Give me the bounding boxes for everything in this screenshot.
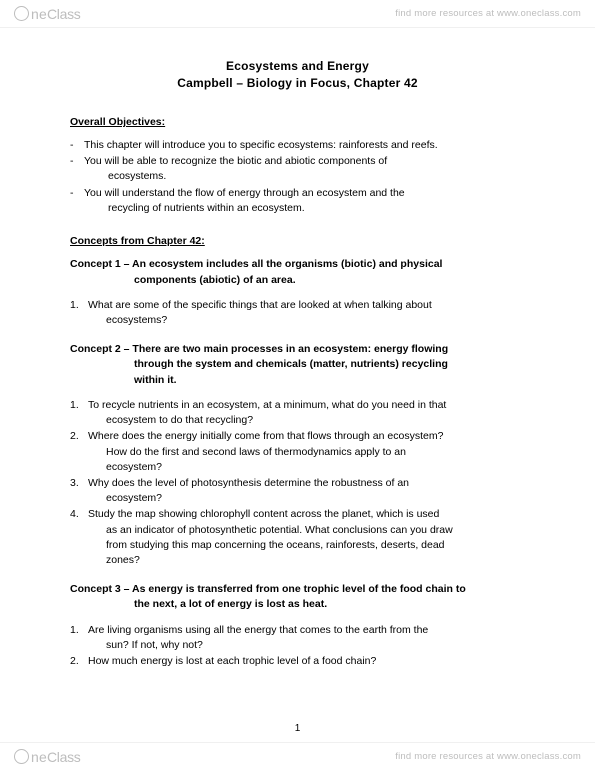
title-block: Ecosystems and Energy Campbell – Biology…: [70, 58, 525, 93]
objective-item: - You will be able to recognize the biot…: [70, 154, 525, 184]
brand-circle-icon: [14, 6, 29, 21]
question-text-cont: as an indicator of photosynthetic potent…: [88, 523, 525, 538]
brand-text-one: ne: [31, 749, 47, 765]
brand-logo-footer: ne Class: [14, 749, 81, 765]
question-text-cont2: ecosystem?: [88, 460, 525, 475]
objective-text-cont: recycling of nutrients within an ecosyst…: [84, 201, 525, 216]
brand-text-class: Class: [47, 749, 81, 765]
concept-2-line3: within it.: [70, 373, 525, 388]
question-item: 4. Study the map showing chlorophyll con…: [70, 507, 525, 568]
question-number: 1.: [70, 398, 88, 428]
question-text-cont: ecosystems?: [88, 313, 525, 328]
question-text: Are living organisms using all the energ…: [88, 624, 428, 636]
question-item: 2. Where does the energy initially come …: [70, 429, 525, 475]
footer-bar: ne Class find more resources at www.onec…: [0, 742, 595, 770]
concept-2-line2: through the system and chemicals (matter…: [70, 357, 525, 372]
question-text-cont: How do the first and second laws of ther…: [88, 445, 525, 460]
objectives-heading: Overall Objectives:: [70, 115, 525, 130]
brand-text-one: ne: [31, 6, 47, 22]
question-number: 1.: [70, 623, 88, 653]
question-text-cont: ecosystem?: [88, 491, 525, 506]
title-line-2: Campbell – Biology in Focus, Chapter 42: [70, 75, 525, 92]
document-body: Ecosystems and Energy Campbell – Biology…: [70, 58, 525, 683]
concept-1-title: Concept 1 – An ecosystem includes all th…: [70, 257, 525, 287]
concept-1-line1: Concept 1 – An ecosystem includes all th…: [70, 258, 442, 270]
objective-text-cont: ecosystems.: [84, 169, 525, 184]
question-item: 2. How much energy is lost at each troph…: [70, 654, 525, 669]
page-number: 1: [0, 723, 595, 734]
question-text: To recycle nutrients in an ecosystem, at…: [88, 399, 446, 411]
objective-text: You will be able to recognize the biotic…: [84, 155, 387, 167]
question-item: 3. Why does the level of photosynthesis …: [70, 476, 525, 506]
objective-text: You will understand the flow of energy t…: [84, 187, 405, 199]
concepts-heading: Concepts from Chapter 42:: [70, 234, 525, 249]
brand-text-class: Class: [47, 6, 81, 22]
question-number: 2.: [70, 429, 88, 475]
question-text: What are some of the specific things tha…: [88, 299, 432, 311]
dash-icon: -: [70, 186, 84, 216]
dash-icon: -: [70, 154, 84, 184]
concept-2-line1: Concept 2 – There are two main processes…: [70, 343, 448, 355]
concept-1-questions: 1. What are some of the specific things …: [70, 298, 525, 328]
question-number: 3.: [70, 476, 88, 506]
question-text-cont2: from studying this map concerning the oc…: [88, 538, 525, 553]
question-text-cont3: zones?: [88, 553, 525, 568]
question-text: How much energy is lost at each trophic …: [88, 655, 376, 667]
objective-text: This chapter will introduce you to speci…: [84, 139, 438, 151]
question-text: Where does the energy initially come fro…: [88, 430, 443, 442]
question-item: 1. Are living organisms using all the en…: [70, 623, 525, 653]
concept-2-questions: 1. To recycle nutrients in an ecosystem,…: [70, 398, 525, 568]
question-text-cont: sun? If not, why not?: [88, 638, 525, 653]
objective-item: - You will understand the flow of energy…: [70, 186, 525, 216]
question-number: 1.: [70, 298, 88, 328]
footer-resources-link[interactable]: find more resources at www.oneclass.com: [395, 751, 581, 762]
objectives-list: - This chapter will introduce you to spe…: [70, 138, 525, 216]
concept-3-title: Concept 3 – As energy is transferred fro…: [70, 582, 525, 612]
question-text: Why does the level of photosynthesis det…: [88, 477, 409, 489]
question-text: Study the map showing chlorophyll conten…: [88, 508, 439, 520]
concept-2-title: Concept 2 – There are two main processes…: [70, 342, 525, 388]
header-resources-link[interactable]: find more resources at www.oneclass.com: [395, 8, 581, 19]
concept-1-line2: components (abiotic) of an area.: [70, 273, 525, 288]
question-text-cont: ecosystem to do that recycling?: [88, 413, 525, 428]
question-number: 4.: [70, 507, 88, 568]
title-line-1: Ecosystems and Energy: [70, 58, 525, 75]
concept-3-questions: 1. Are living organisms using all the en…: [70, 623, 525, 670]
question-item: 1. To recycle nutrients in an ecosystem,…: [70, 398, 525, 428]
brand-circle-icon: [14, 749, 29, 764]
objective-item: - This chapter will introduce you to spe…: [70, 138, 525, 153]
question-number: 2.: [70, 654, 88, 669]
dash-icon: -: [70, 138, 84, 153]
concept-3-line2: the next, a lot of energy is lost as hea…: [70, 597, 525, 612]
header-bar: ne Class find more resources at www.onec…: [0, 0, 595, 28]
concept-3-line1: Concept 3 – As energy is transferred fro…: [70, 583, 466, 595]
question-item: 1. What are some of the specific things …: [70, 298, 525, 328]
brand-logo: ne Class: [14, 6, 81, 22]
